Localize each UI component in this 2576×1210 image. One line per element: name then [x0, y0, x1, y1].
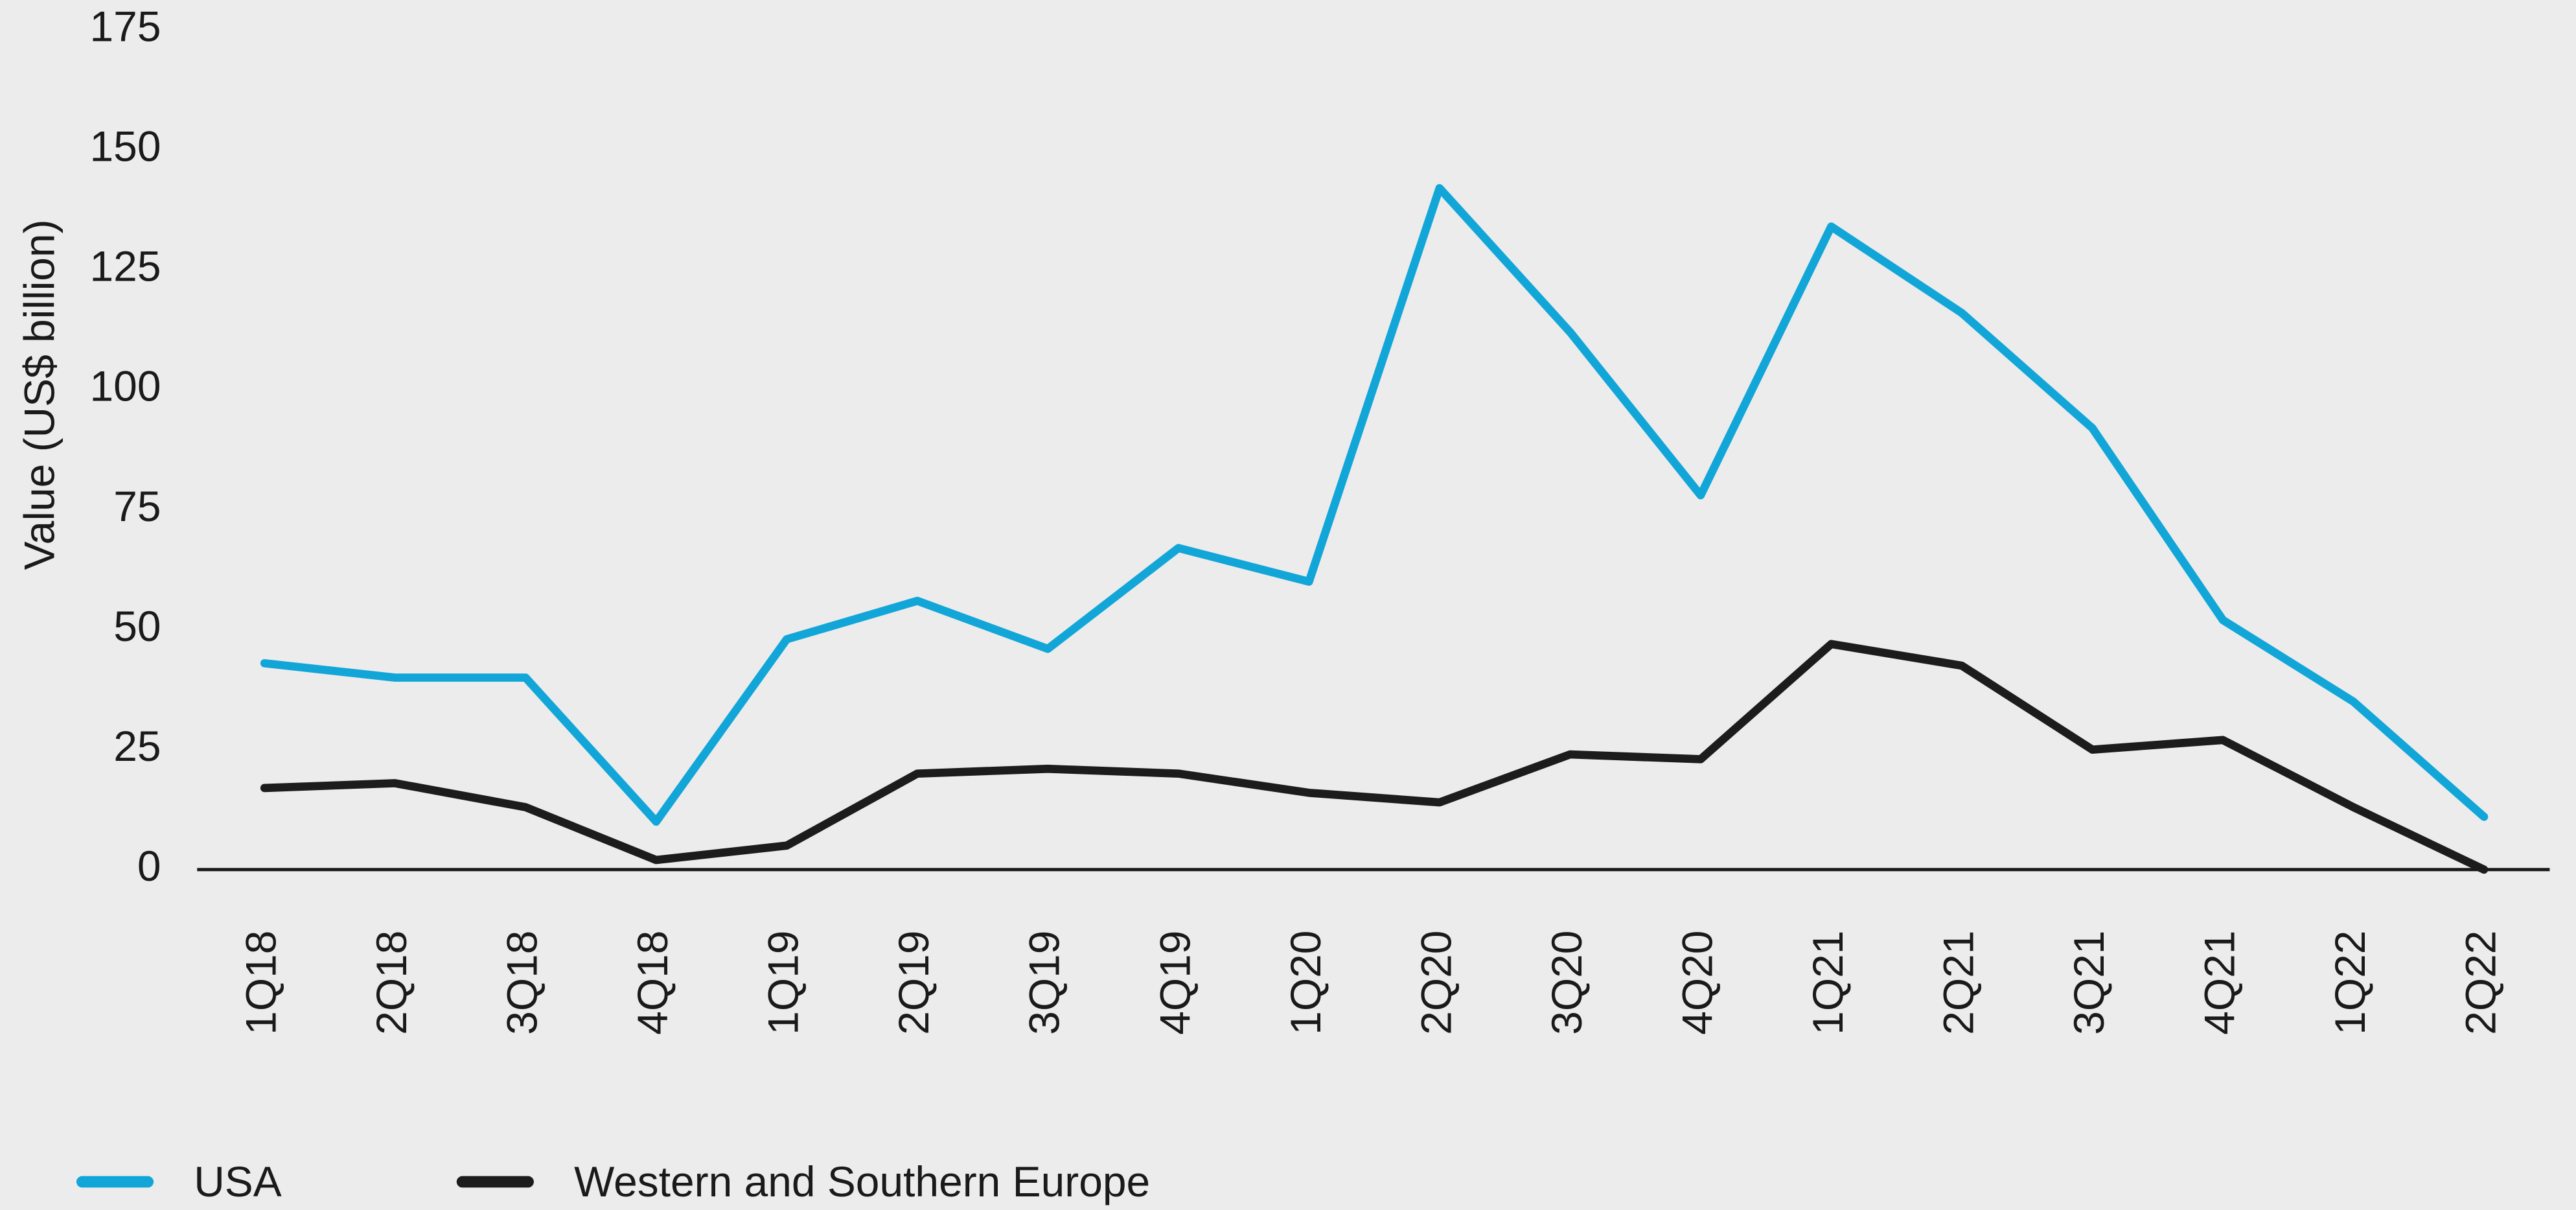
y-tick-label: 175	[90, 2, 161, 50]
line-series	[260, 184, 2489, 826]
x-tick-label: 1Q20	[1282, 931, 1329, 1035]
y-tick-label: 25	[113, 722, 161, 770]
x-tick-label: 1Q19	[759, 931, 807, 1035]
x-tick-label: 4Q18	[628, 931, 676, 1035]
y-tick-label: 0	[137, 842, 161, 890]
x-tick-label: 1Q18	[237, 931, 285, 1035]
y-tick-label: 50	[113, 602, 161, 650]
x-tick-label: 2Q21	[1934, 931, 1982, 1035]
x-tick-label: 2Q19	[890, 931, 937, 1035]
x-tick-label: 3Q18	[498, 931, 546, 1035]
x-tick-label: 2Q22	[2456, 931, 2504, 1035]
x-tick-label: 3Q21	[2065, 931, 2113, 1035]
legend-label: Western and Southern Europe	[574, 1158, 1150, 1205]
x-tick-label: 4Q21	[2195, 931, 2243, 1035]
x-tick-label: 1Q22	[2326, 931, 2374, 1035]
line-series	[260, 640, 2489, 874]
x-tick-label: 4Q19	[1151, 931, 1199, 1035]
legend-label: USA	[194, 1158, 282, 1205]
x-tick-label: 2Q18	[367, 931, 415, 1035]
x-tick-label: 4Q20	[1673, 931, 1721, 1035]
y-tick-label: 125	[90, 242, 161, 290]
y-axis-label: Value (US$ billion)	[15, 219, 63, 570]
y-tick-label: 150	[90, 122, 161, 170]
y-tick-label: 100	[90, 362, 161, 410]
y-tick-label: 75	[113, 482, 161, 530]
x-tick-label: 1Q21	[1804, 931, 1852, 1035]
x-tick-label: 3Q19	[1020, 931, 1068, 1035]
x-tick-label: 2Q20	[1412, 931, 1460, 1035]
x-tick-label: 3Q20	[1543, 931, 1591, 1035]
